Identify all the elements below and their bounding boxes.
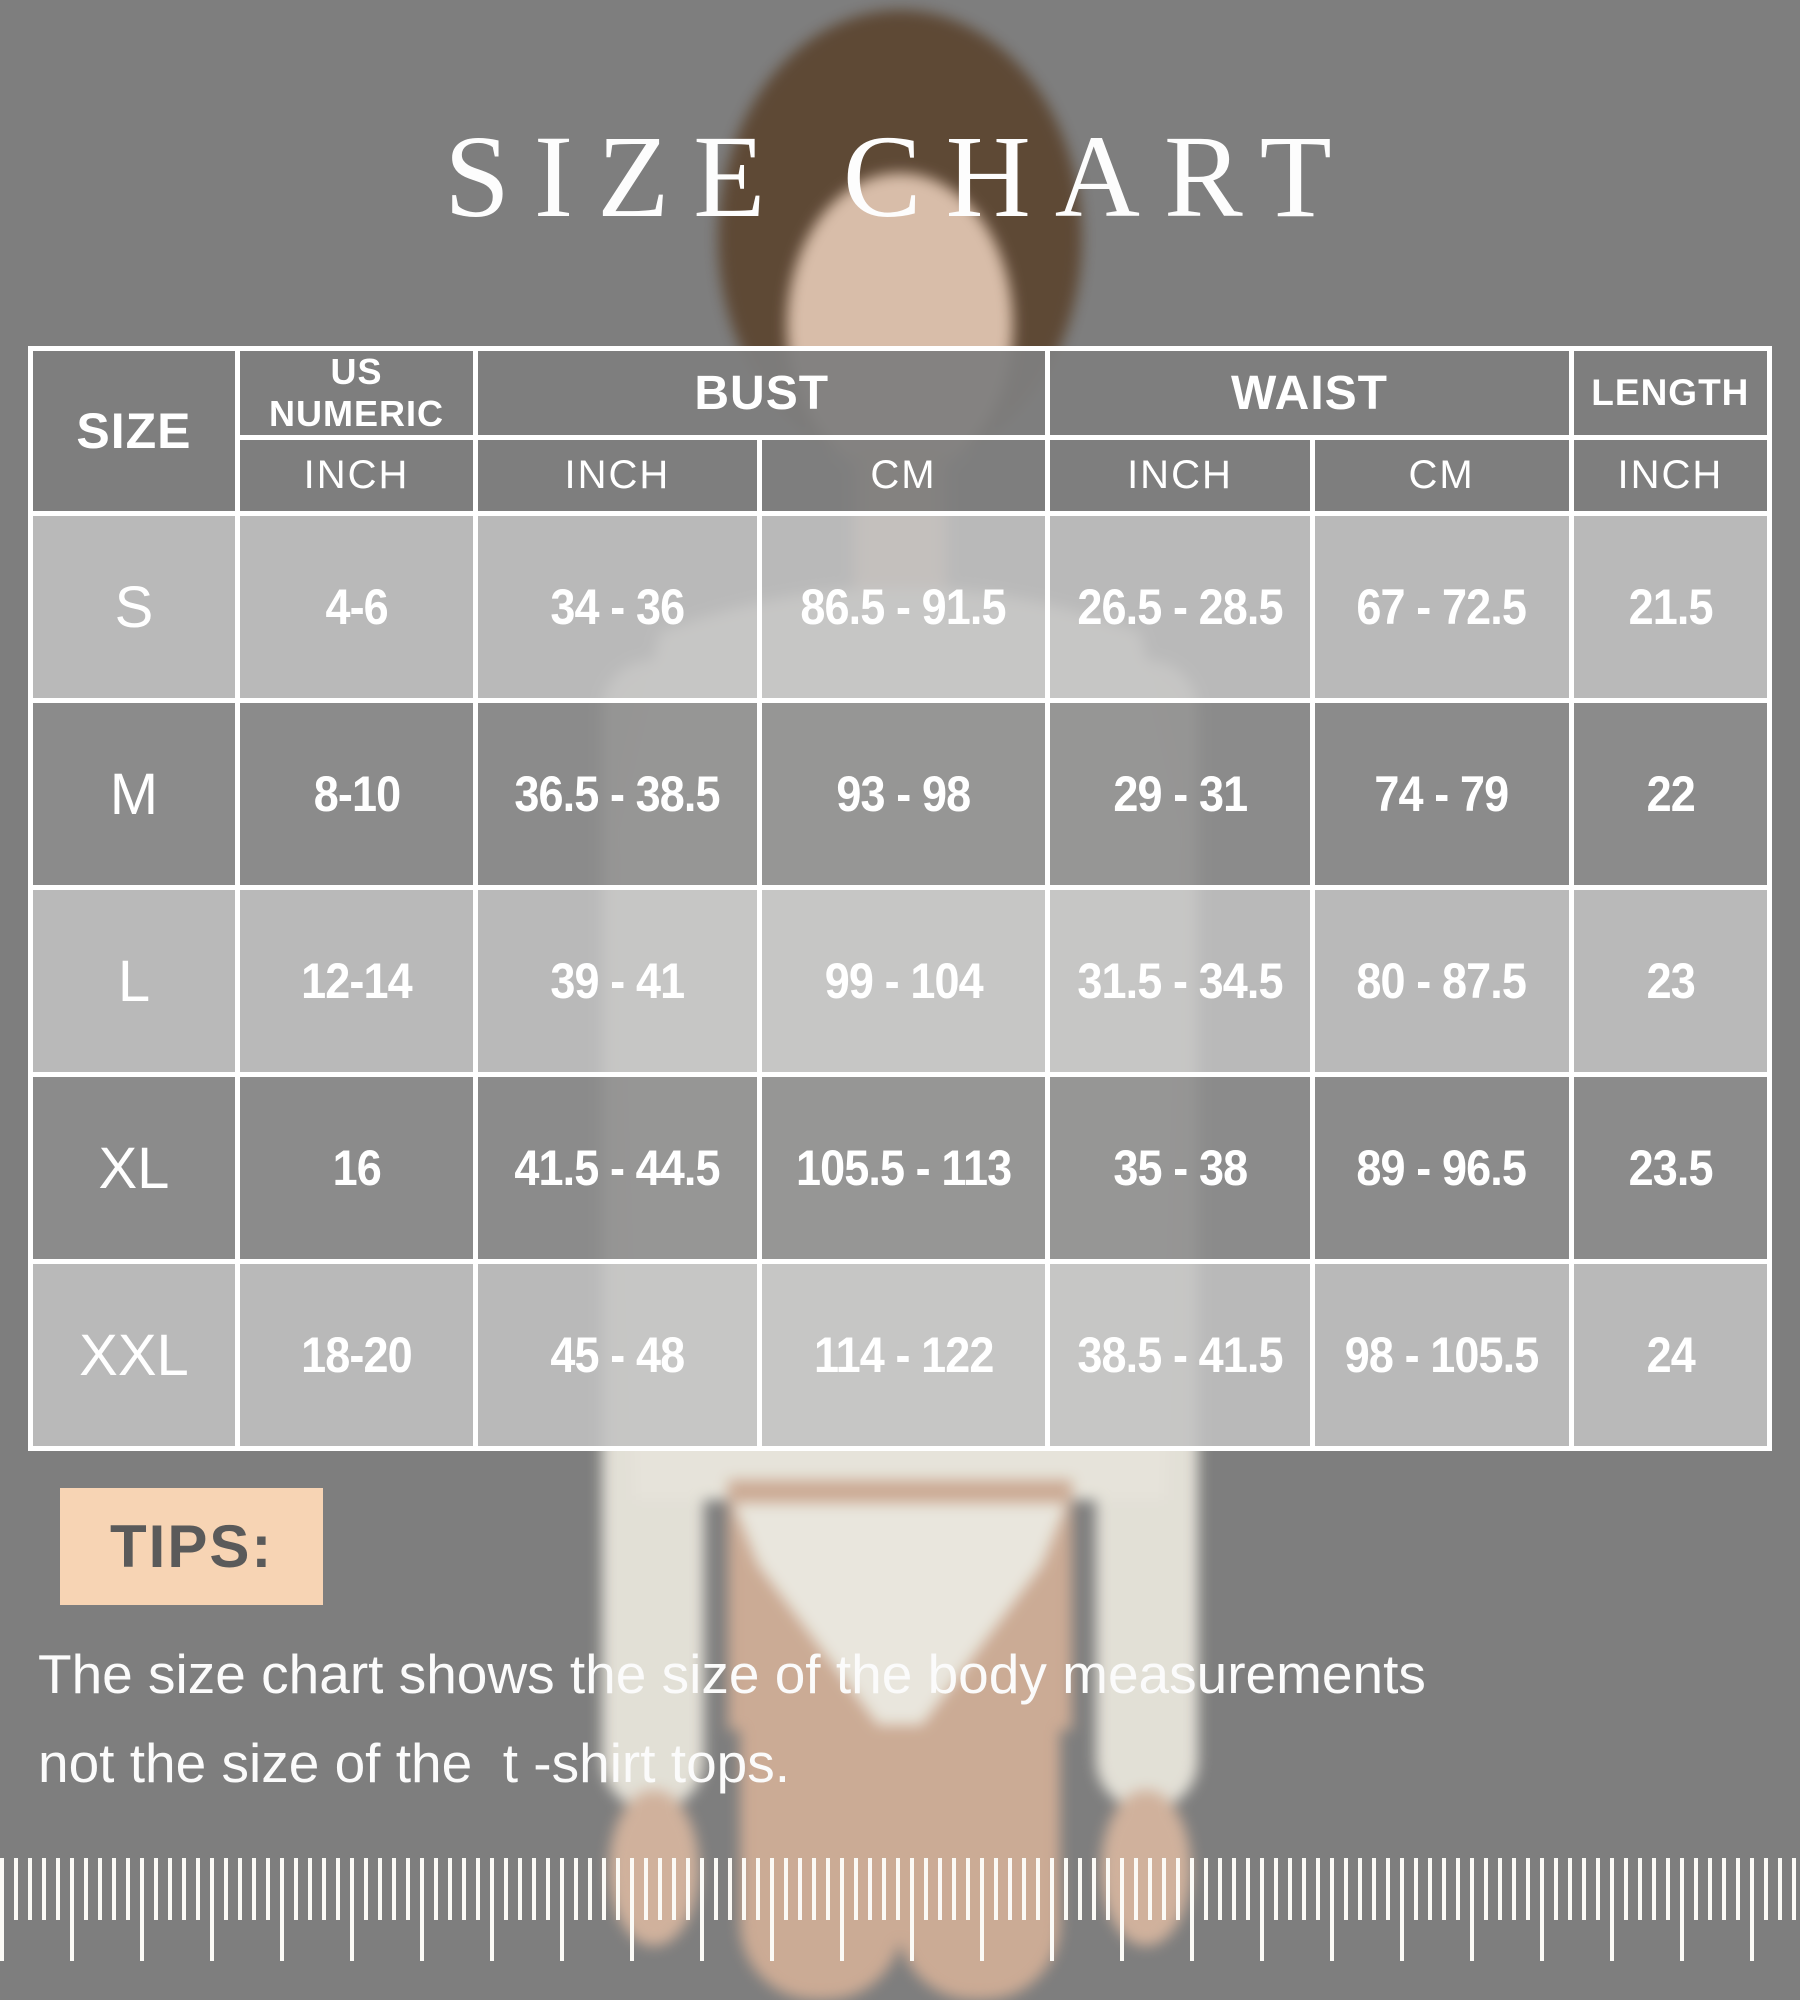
- model-underwear: [733, 1503, 1067, 1725]
- measurement-cell: 36.5 - 38.5: [473, 698, 762, 890]
- size-row-label: M: [28, 698, 240, 890]
- measurement-cell: 114 - 122: [756, 1259, 1051, 1451]
- table-row: M 8-10 36.5 - 38.5 93 - 98 29 - 31 74 - 79 22: [28, 698, 1773, 890]
- measurement-cell: 8-10: [234, 698, 479, 890]
- measurement-cell: 38.5 - 41.5: [1045, 1259, 1315, 1451]
- size-row-label: XXL: [28, 1259, 240, 1451]
- measurement-cell: 35 - 38: [1045, 1072, 1315, 1264]
- measurement-cell: 22: [1568, 698, 1773, 890]
- measurement-cell: 24: [1568, 1259, 1773, 1451]
- size-note-line1: The size chart shows the size of the bod…: [38, 1643, 1426, 1705]
- size-table: SIZE US NUMERIC BUST WAIST LENGTH INCH I…: [28, 346, 1773, 1451]
- header-size: SIZE: [28, 346, 240, 516]
- size-note-line2: not the size of the t -shirt tops.: [38, 1732, 791, 1795]
- measurement-cell: 31.5 - 34.5: [1045, 885, 1315, 1077]
- header-unit-waist-cm: CM: [1309, 435, 1574, 516]
- size-note: The size chart shows the size of the bod…: [38, 1630, 1738, 1808]
- measurement-cell: 12-14: [234, 885, 479, 1077]
- header-row-groups: SIZE US NUMERIC BUST WAIST LENGTH: [28, 346, 1773, 516]
- header-unit-us-inch: INCH: [234, 435, 479, 516]
- table-row: XL 16 41.5 - 44.5 105.5 - 113 35 - 38 89 - 96…: [28, 1072, 1773, 1264]
- measurement-cell: 98 - 105.5: [1309, 1259, 1574, 1451]
- measurement-cell: 80 - 87.5: [1309, 885, 1574, 1077]
- page-title: SIZE CHART: [444, 111, 1356, 242]
- header-unit-bust-inch: INCH: [473, 435, 762, 516]
- size-row-label: XL: [28, 1072, 240, 1264]
- measurement-cell: 39 - 41: [473, 885, 762, 1077]
- measurement-cell: 29 - 31: [1045, 698, 1315, 890]
- measurement-cell: 74 - 79: [1309, 698, 1574, 890]
- measurement-cell: 93 - 98: [756, 698, 1051, 890]
- table-row: XXL 18-20 45 - 48 114 - 122 38.5 - 41.5 98 - …: [28, 1259, 1773, 1451]
- measurement-cell: 21.5: [1568, 511, 1773, 703]
- measurement-cell: 41.5 - 44.5: [473, 1072, 762, 1264]
- measurement-cell: 105.5 - 113: [756, 1072, 1051, 1264]
- measurement-cell: 23: [1568, 885, 1773, 1077]
- measurement-cell: 67 - 72.5: [1309, 511, 1574, 703]
- size-table-body: S 4-6 34 - 36 86.5 - 91.5 26.5 - 28.5 67 - 72…: [28, 511, 1773, 1451]
- header-unit-waist-inch: INCH: [1045, 435, 1315, 516]
- size-row-label: L: [28, 885, 240, 1077]
- measurement-cell: 23.5: [1568, 1072, 1773, 1264]
- measurement-cell: 26.5 - 28.5: [1045, 511, 1315, 703]
- measurement-cell: 45 - 48: [473, 1259, 762, 1451]
- header-unit-length-inch: INCH: [1568, 435, 1773, 516]
- size-row-label: S: [28, 511, 240, 703]
- header-bust: BUST: [473, 346, 1051, 440]
- table-row: L 12-14 39 - 41 99 - 104 31.5 - 34.5 80 - 87.…: [28, 885, 1773, 1077]
- header-waist: WAIST: [1045, 346, 1574, 440]
- tips-badge: TIPS:: [60, 1488, 324, 1605]
- header-us-numeric: US NUMERIC: [234, 346, 479, 440]
- header-length: LENGTH: [1568, 346, 1773, 440]
- measurement-cell: 86.5 - 91.5: [756, 511, 1051, 703]
- measurement-cell: 16: [234, 1072, 479, 1264]
- header-row-units: INCH INCH CM INCH CM INCH: [31, 435, 1773, 516]
- measurement-cell: 89 - 96.5: [1309, 1072, 1574, 1264]
- measurement-cell: 4-6: [234, 511, 479, 703]
- header-unit-bust-cm: CM: [756, 435, 1051, 516]
- table-row: S 4-6 34 - 36 86.5 - 91.5 26.5 - 28.5 67 - 72…: [28, 511, 1773, 703]
- measurement-cell: 34 - 36: [473, 511, 762, 703]
- measurement-cell: 18-20: [234, 1259, 479, 1451]
- measuring-tape-graphic: [0, 1858, 1800, 1961]
- measurement-cell: 99 - 104: [756, 885, 1051, 1077]
